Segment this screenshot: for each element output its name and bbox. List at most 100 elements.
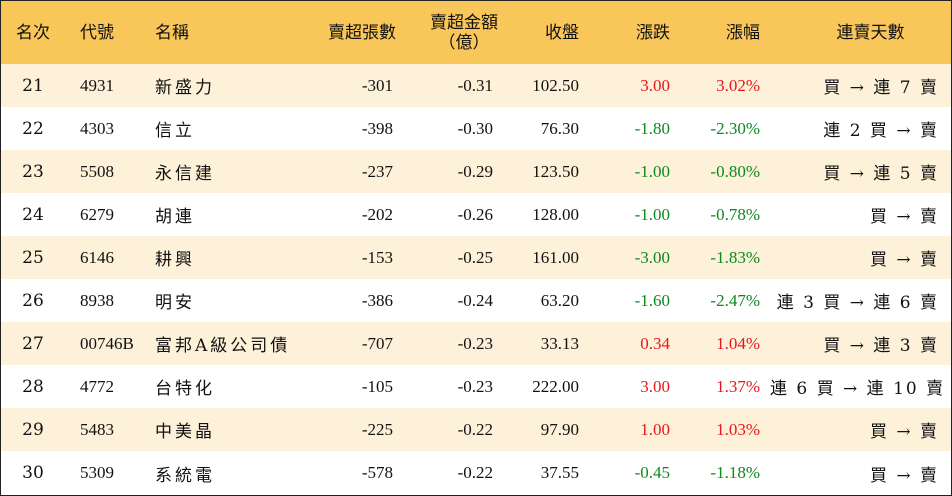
cell-name: 永信建 [155, 164, 215, 184]
cell-code: 4931 [80, 75, 114, 95]
cell-pct-change: 1.04% [716, 333, 760, 353]
cell-code: 5508 [80, 161, 114, 181]
cell-sell-volume: -225 [361, 419, 393, 439]
header-change: 漲跌 [636, 22, 670, 43]
table-row: 25 6146 耕興 -153 -0.25 161.00 -3.00 -1.83… [1, 236, 951, 279]
cell-name: 信立 [155, 121, 195, 141]
cell-sell-amount: -0.30 [457, 118, 493, 138]
table-header-row: 名次 代號 名稱 賣超張數 賣超金額 （億） 收盤 漲跌 漲幅 連賣天數 [1, 1, 951, 64]
cell-name: 富邦A級公司債 [155, 336, 291, 356]
cell-code: 4772 [80, 376, 114, 396]
cell-pct-change: 3.02% [716, 75, 760, 95]
cell-change: -1.80 [634, 118, 670, 138]
cell-sell-streak: 買 → 賣 [869, 207, 939, 227]
cell-change: 1.00 [640, 419, 670, 439]
cell-sell-streak: 連 6 買 → 連 10 賣 [770, 379, 946, 399]
cell-change: 0.34 [640, 333, 670, 353]
cell-close: 63.20 [540, 290, 579, 310]
table-body: 21 4931 新盛力 -301 -0.31 102.50 3.00 3.02%… [1, 64, 951, 495]
cell-sell-volume: -386 [361, 290, 393, 310]
header-rank: 名次 [16, 22, 50, 43]
cell-code: 00746B [80, 333, 134, 353]
cell-sell-streak: 買 → 連 3 賣 [823, 336, 939, 356]
header-code: 代號 [80, 22, 114, 43]
cell-rank: 29 [22, 419, 44, 440]
cell-sell-streak: 連 2 買 → 賣 [823, 121, 939, 141]
cell-change: -1.00 [634, 204, 670, 224]
cell-sell-amount: -0.26 [457, 204, 493, 224]
cell-code: 5309 [80, 463, 114, 482]
table-row: 30 5309 系統電 -578 -0.22 37.55 -0.45 -1.18… [1, 451, 951, 495]
table-row: 26 8938 明安 -386 -0.24 63.20 -1.60 -2.47%… [1, 279, 951, 322]
cell-sell-amount: -0.22 [457, 463, 493, 482]
cell-close: 222.00 [532, 376, 579, 396]
header-sell-amount-unit: （億） [438, 32, 490, 53]
cell-sell-volume: -202 [361, 204, 393, 224]
table-row: 29 5483 中美晶 -225 -0.22 97.90 1.00 1.03% … [1, 408, 951, 451]
header-sell-streak: 連賣天數 [836, 22, 905, 43]
cell-pct-change: 1.03% [716, 419, 760, 439]
cell-rank: 21 [22, 75, 44, 96]
cell-sell-streak: 買 → 連 5 賣 [823, 164, 939, 184]
cell-close: 97.90 [540, 419, 579, 439]
cell-sell-volume: -237 [361, 161, 393, 181]
cell-code: 8938 [80, 290, 114, 310]
cell-name: 新盛力 [155, 78, 215, 98]
cell-rank: 24 [22, 204, 44, 225]
table-row: 24 6279 胡連 -202 -0.26 128.00 -1.00 -0.78… [1, 193, 951, 236]
cell-change: -1.60 [634, 290, 670, 310]
cell-sell-amount: -0.23 [457, 333, 493, 353]
cell-pct-change: -2.47% [710, 290, 760, 310]
cell-sell-volume: -578 [361, 463, 393, 482]
cell-name: 系統電 [155, 465, 215, 486]
cell-sell-amount: -0.29 [457, 161, 493, 181]
header-name: 名稱 [155, 22, 189, 43]
cell-change: 3.00 [640, 376, 670, 396]
cell-rank: 25 [22, 247, 44, 268]
cell-sell-volume: -707 [361, 333, 393, 353]
cell-pct-change: -0.80% [710, 161, 760, 181]
cell-sell-amount: -0.22 [457, 419, 493, 439]
cell-sell-amount: -0.25 [457, 247, 493, 267]
cell-sell-amount: -0.23 [457, 376, 493, 396]
cell-sell-streak: 買 → 連 7 賣 [823, 78, 939, 98]
cell-close: 123.50 [532, 161, 579, 181]
cell-close: 33.13 [540, 333, 579, 353]
cell-rank: 23 [22, 161, 44, 182]
cell-sell-streak: 買 → 賣 [869, 422, 939, 442]
cell-sell-streak: 買 → 賣 [869, 250, 939, 270]
cell-rank: 27 [22, 333, 44, 354]
cell-sell-amount: -0.24 [457, 290, 493, 310]
cell-close: 37.55 [540, 463, 579, 482]
cell-name: 胡連 [155, 207, 195, 227]
cell-change: -0.45 [634, 463, 670, 482]
cell-sell-volume: -301 [361, 75, 393, 95]
table-row: 27 00746B 富邦A級公司債 -707 -0.23 33.13 0.34 … [1, 322, 951, 365]
cell-sell-volume: -153 [361, 247, 393, 267]
cell-change: 3.00 [640, 75, 670, 95]
header-pct-change: 漲幅 [726, 22, 760, 43]
cell-name: 台特化 [155, 379, 215, 399]
cell-code: 4303 [80, 118, 114, 138]
cell-code: 6146 [80, 247, 114, 267]
cell-name: 耕興 [155, 250, 195, 270]
cell-code: 5483 [80, 419, 114, 439]
cell-rank: 30 [22, 463, 44, 483]
cell-close: 102.50 [532, 75, 579, 95]
header-sell-amount: 賣超金額 （億） [400, 1, 500, 64]
cell-pct-change: -1.18% [710, 463, 760, 482]
cell-sell-streak: 買 → 賣 [869, 465, 939, 486]
cell-pct-change: -2.30% [710, 118, 760, 138]
cell-pct-change: 1.37% [716, 376, 760, 396]
table-row: 23 5508 永信建 -237 -0.29 123.50 -1.00 -0.8… [1, 150, 951, 193]
header-sell-volume: 賣超張數 [328, 22, 396, 43]
table-row: 22 4303 信立 -398 -0.30 76.30 -1.80 -2.30%… [1, 107, 951, 150]
cell-sell-volume: -105 [361, 376, 393, 396]
table-row: 28 4772 台特化 -105 -0.23 222.00 3.00 1.37%… [1, 365, 951, 408]
cell-name: 明安 [155, 293, 195, 313]
cell-rank: 26 [22, 290, 44, 311]
cell-name: 中美晶 [155, 422, 215, 442]
cell-change: -1.00 [634, 161, 670, 181]
cell-close: 161.00 [532, 247, 579, 267]
